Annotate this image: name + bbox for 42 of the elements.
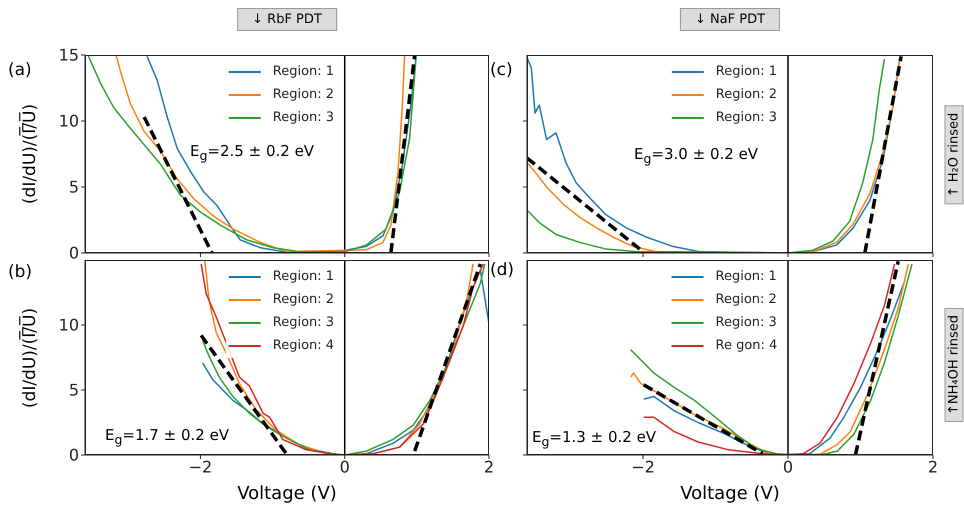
y-axis-title: (dI/dU)/(I̅/̅U̅) [20, 307, 40, 408]
legend-label: Region: 1 [272, 269, 334, 284]
y-tick-label: 5 [68, 178, 79, 197]
x-tick-label: 2 [484, 457, 494, 476]
annotation: E$_{g}$=1.7 ± 0.2 eV [105, 426, 230, 447]
y-axis-title: (dI/dU)/(I̅/̅U̅) [20, 104, 40, 204]
legend-label: Re gon: 4 [716, 338, 778, 353]
y-tick-label: 0 [68, 244, 79, 263]
y-tick-label: 10 [58, 316, 79, 335]
legend-label: Region: 4 [272, 338, 334, 353]
x-tick-label: −2 [631, 457, 655, 476]
legend-label: Region: 2 [272, 87, 334, 102]
text: (b) [8, 262, 32, 282]
chart-title: ↓ NaF PDT [680, 8, 780, 31]
legend-label: Region: 2 [716, 292, 777, 307]
x-axis-title: Voltage (V) [237, 483, 337, 504]
annotation: E$_{g}$=1.3 ± 0.2 eV [532, 428, 656, 449]
legend-label: Region: 1 [272, 64, 334, 79]
text: (c) [490, 60, 513, 80]
x-tick-label: −2 [188, 457, 212, 476]
text: (a) [8, 60, 32, 80]
text: ↑ H₂O rinsed [944, 106, 964, 204]
x-tick-label: 0 [782, 457, 794, 476]
legend-label: Region: 3 [272, 315, 334, 330]
legend-label: Region: 2 [716, 87, 778, 102]
text: (d) [490, 260, 514, 280]
x-axis-title: Voltage (V) [680, 483, 780, 504]
annotation: E$_{g}$=2.5 ± 0.2 eV [190, 142, 314, 163]
x-tick-label: 0 [340, 457, 350, 476]
text: ↑NH₄OH rinsed [944, 308, 964, 422]
annotation: E$_{g}$=3.0 ± 0.2 eV [634, 145, 758, 166]
y-tick-label: 15 [58, 46, 79, 65]
legend-label: Region: 1 [716, 64, 778, 79]
legend-label: Region: 1 [716, 269, 777, 284]
legend-label: Region: 3 [716, 110, 778, 125]
x-tick-label: 2 [928, 457, 938, 476]
legend-label: Region: 3 [272, 110, 334, 125]
legend-label: Region: 3 [716, 315, 777, 330]
chart-title: ↓ RbF PDT [237, 8, 337, 31]
legend-label: Region: 2 [272, 292, 334, 307]
y-tick-label: 5 [68, 380, 79, 400]
y-tick-label: 10 [58, 112, 79, 131]
